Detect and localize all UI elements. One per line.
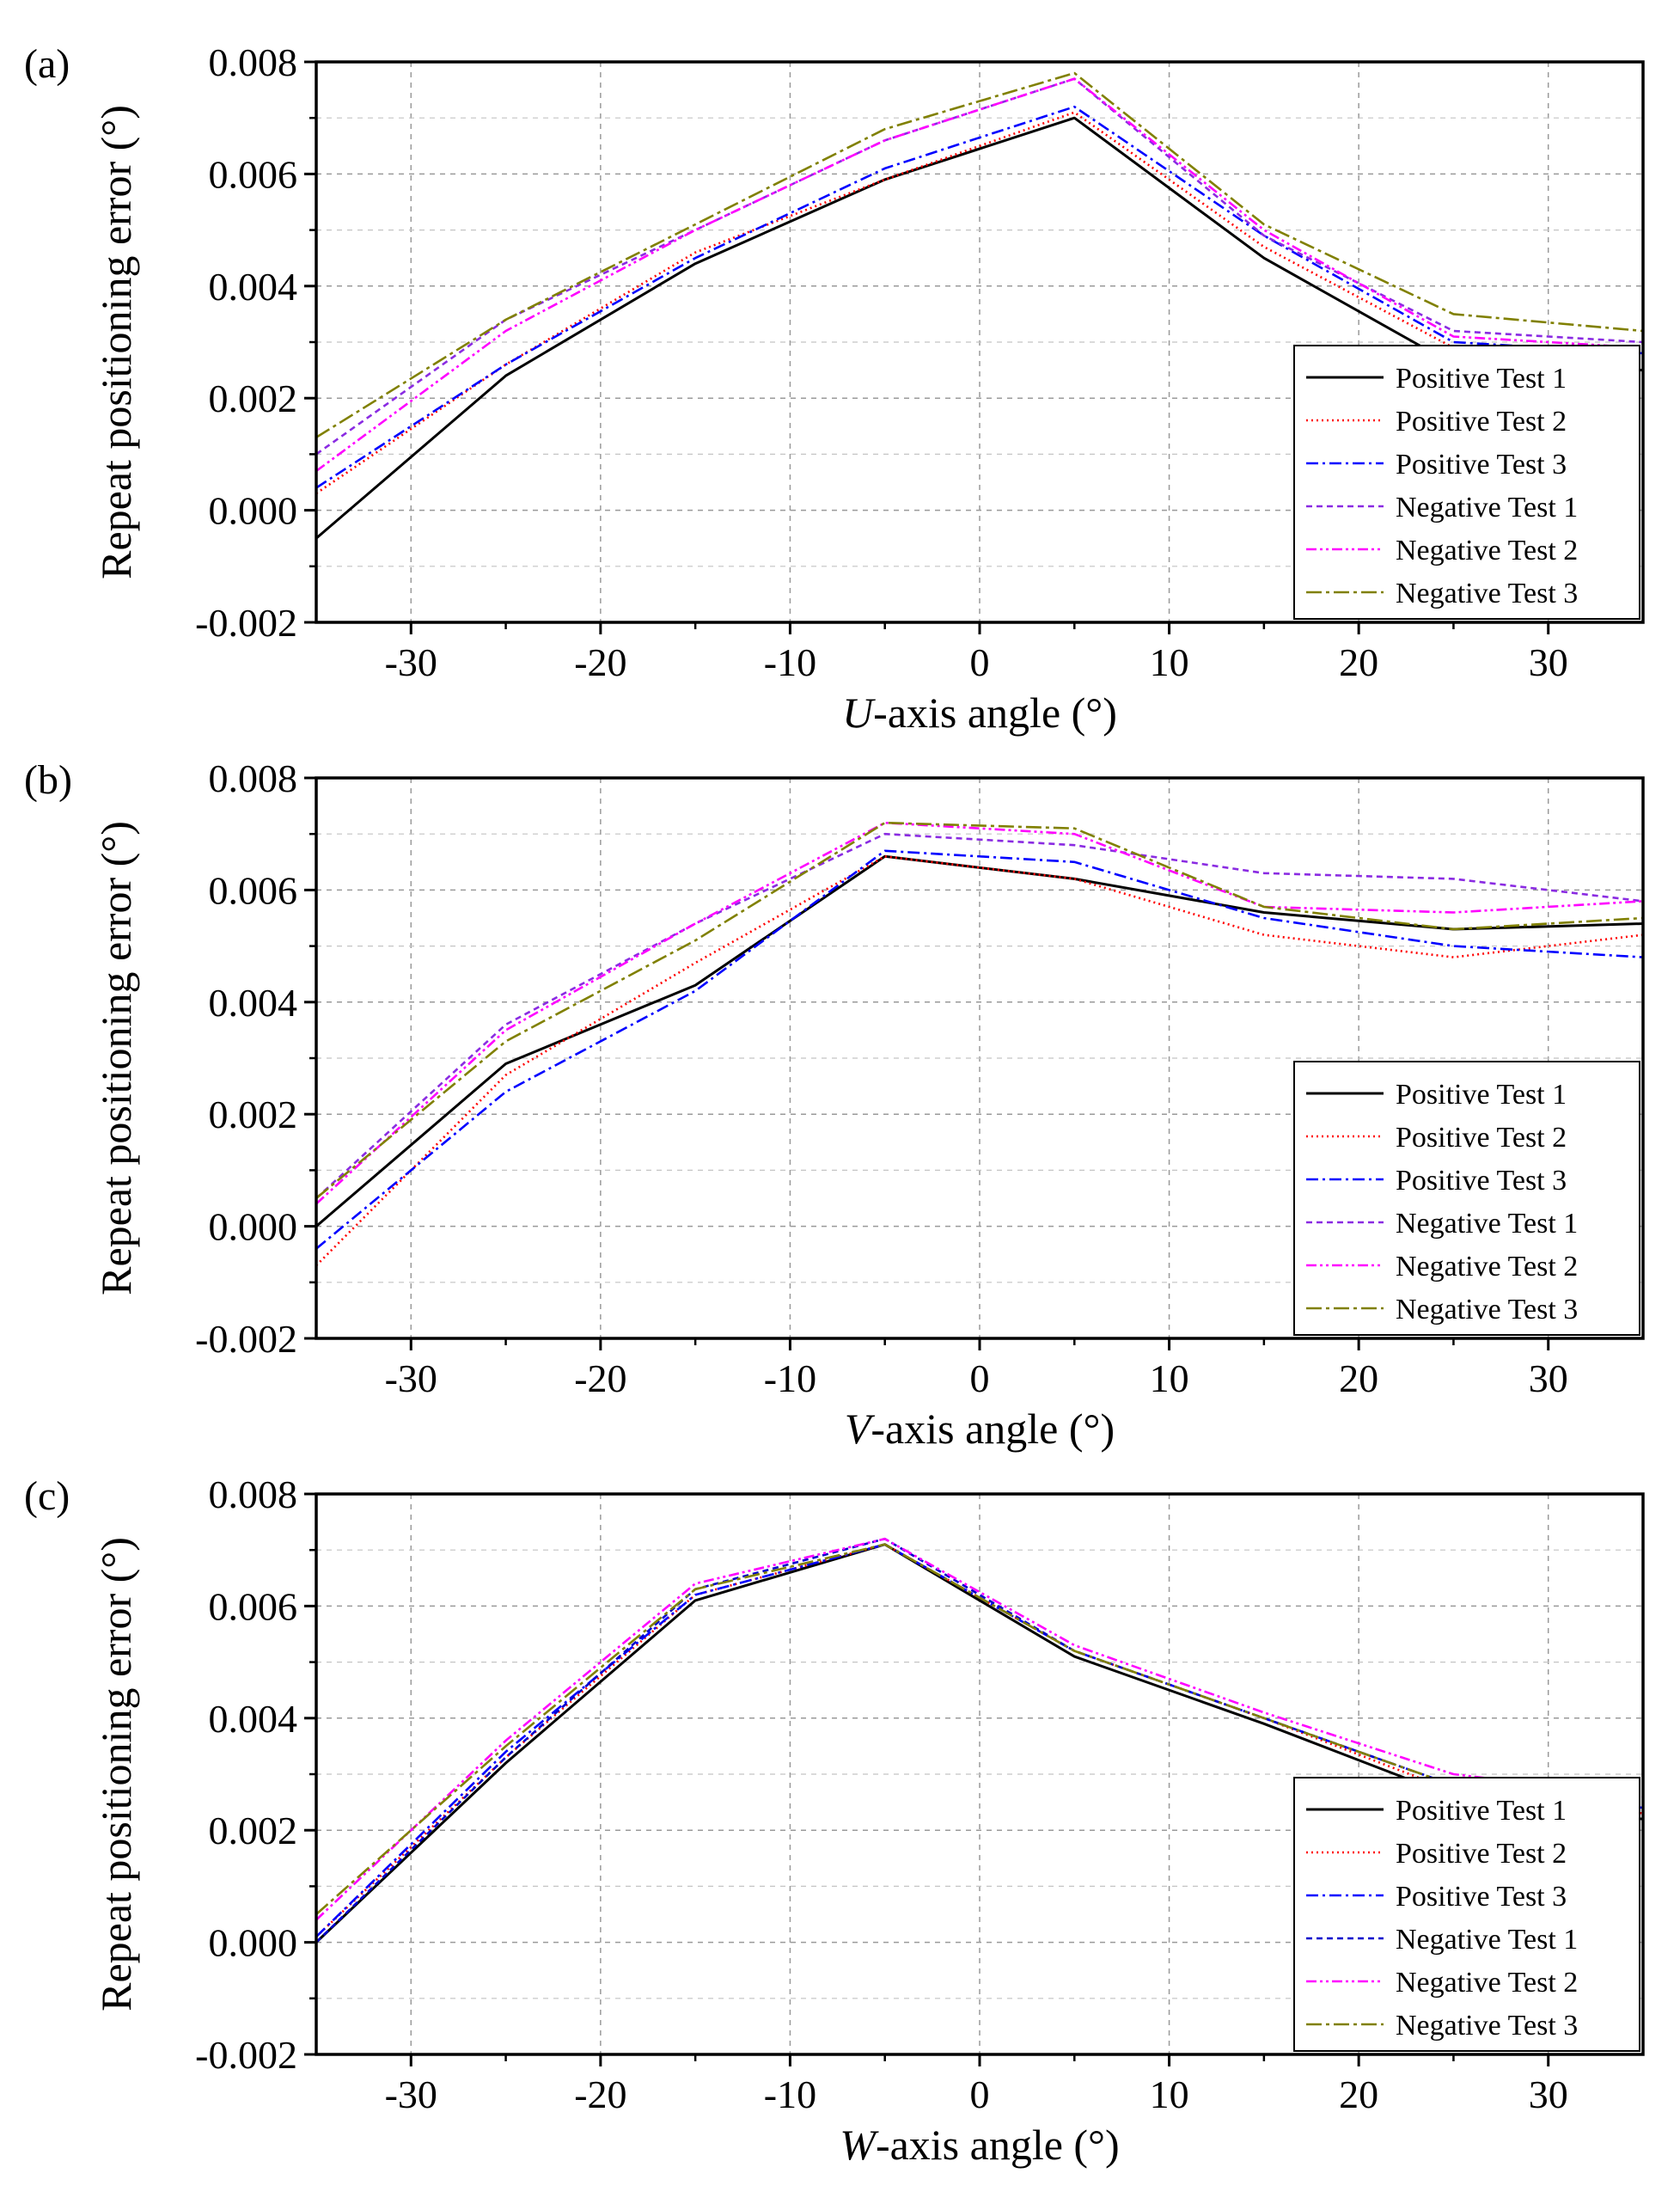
legend-label: Negative Test 1 <box>1396 1924 1578 1956</box>
x-tick-label: 0 <box>970 2072 990 2116</box>
y-tick-label: 0.002 <box>209 1093 298 1136</box>
y-tick-label: 0.008 <box>209 40 298 84</box>
series-line-positive-test-3 <box>316 105 1643 489</box>
legend-label: Negative Test 3 <box>1396 1294 1578 1325</box>
x-tick-label: 30 <box>1529 1356 1568 1400</box>
x-tick-label: 20 <box>1339 2072 1378 2116</box>
x-tick-label: -10 <box>764 640 816 684</box>
y-axis-title: Repeat positioning error (°) <box>92 105 140 579</box>
chart-panel-a: -30 -20 -10 0 10 20 30 -0.002 0.000 0.002 0.004 0.0… <box>24 40 1645 737</box>
legend-label: Positive Test 1 <box>1396 1795 1567 1827</box>
legend-label: Negative Test 2 <box>1396 535 1578 566</box>
x-tick-label: 0 <box>970 640 990 684</box>
x-tick-label: -20 <box>574 640 626 684</box>
legend: Positive Test 1 Positive Test 2 Positive T… <box>1293 345 1640 620</box>
legend-label: Positive Test 1 <box>1396 1079 1567 1111</box>
series-line-negative-test-3 <box>316 821 1643 1200</box>
x-axis-title: U-axis angle (°) <box>842 689 1117 737</box>
legend: Positive Test 1 Positive Test 2 Positive T… <box>1293 1777 1640 2052</box>
x-tick-label: 30 <box>1529 2072 1568 2116</box>
x-tick-label: 30 <box>1529 640 1568 684</box>
legend-box <box>1293 1061 1640 1336</box>
y-tick-label: 0.000 <box>209 1205 298 1249</box>
legend-label: Positive Test 2 <box>1396 406 1567 438</box>
legend: Positive Test 1 Positive Test 2 Positive T… <box>1293 1061 1640 1336</box>
x-tick-label: -20 <box>574 1356 626 1400</box>
series-line-negative-test-2 <box>316 77 1643 473</box>
x-axis-unit: -axis angle (°) <box>873 689 1117 737</box>
y-tick-label: -0.002 <box>195 2033 297 2077</box>
panel-label: (b) <box>24 757 72 803</box>
y-tick-label: 0.004 <box>209 981 298 1025</box>
panel-label: (c) <box>24 1473 70 1519</box>
x-tick-label: -30 <box>385 640 437 684</box>
legend-label: Negative Test 3 <box>1396 2010 1578 2042</box>
y-tick-label: 0.004 <box>209 265 298 309</box>
x-axis-variable: U <box>842 689 876 737</box>
y-tick-label: 0.000 <box>209 489 298 533</box>
legend-label: Positive Test 2 <box>1396 1838 1567 1870</box>
x-axis-unit: -axis angle (°) <box>871 1405 1115 1453</box>
y-tick-label: 0.006 <box>209 1584 298 1628</box>
x-axis-variable: V <box>845 1405 876 1453</box>
legend-label: Negative Test 1 <box>1396 492 1578 523</box>
x-axis-title: W-axis angle (°) <box>840 2121 1119 2169</box>
legend-label: Positive Test 3 <box>1396 1165 1567 1197</box>
y-tick-label: 0.004 <box>209 1697 298 1741</box>
x-tick-label: -20 <box>574 2072 626 2116</box>
x-tick-label: -10 <box>764 2072 816 2116</box>
y-tick-label: -0.002 <box>195 601 297 645</box>
x-tick-label: -10 <box>764 1356 816 1400</box>
ticks <box>304 1492 1550 2066</box>
x-tick-label: 10 <box>1150 1356 1189 1400</box>
legend-label: Positive Test 3 <box>1396 449 1567 481</box>
panel-label: (a) <box>24 41 70 87</box>
x-tick-label: 0 <box>970 1356 990 1400</box>
series-line-positive-test-3 <box>316 849 1643 1250</box>
legend-label: Positive Test 2 <box>1396 1122 1567 1154</box>
chart-panel-b: -30 -20 -10 0 10 20 30 -0.002 0.000 0.002 0.004 0.0… <box>24 756 1645 1453</box>
legend-label: Negative Test 2 <box>1396 1967 1578 1999</box>
x-tick-label: -30 <box>385 2072 437 2116</box>
y-tick-label: 0.008 <box>209 756 298 800</box>
series-line-negative-test-3 <box>316 71 1643 438</box>
x-tick-label: 10 <box>1150 2072 1189 2116</box>
y-axis-title: Repeat positioning error (°) <box>92 1537 140 2011</box>
ticks <box>304 776 1550 1350</box>
series-group <box>316 821 1643 1267</box>
x-axis-title: V-axis angle (°) <box>845 1405 1115 1453</box>
x-axis-variable: W <box>840 2121 879 2169</box>
legend-label: Negative Test 3 <box>1396 578 1578 609</box>
y-axis-title: Repeat positioning error (°) <box>92 821 140 1295</box>
legend-box <box>1293 345 1640 620</box>
x-tick-label: 20 <box>1339 640 1378 684</box>
legend-label: Negative Test 1 <box>1396 1208 1578 1240</box>
y-tick-label: 0.002 <box>209 376 298 420</box>
x-tick-label: 10 <box>1150 640 1189 684</box>
series-line-positive-test-2 <box>316 111 1643 495</box>
y-tick-label: 0.006 <box>209 868 298 912</box>
chart-panel-c: -30 -20 -10 0 10 20 30 -0.002 0.000 0.002 0.004 0.0… <box>24 1472 1645 2169</box>
y-tick-label: 0.002 <box>209 1809 298 1852</box>
x-axis-unit: -axis angle (°) <box>876 2121 1120 2169</box>
series-line-negative-test-1 <box>316 77 1643 456</box>
series-line-positive-test-2 <box>316 854 1643 1267</box>
series-line-negative-test-2 <box>316 821 1643 1205</box>
y-tick-label: -0.002 <box>195 1317 297 1361</box>
legend-label: Negative Test 2 <box>1396 1251 1578 1283</box>
x-tick-label: 20 <box>1339 1356 1378 1400</box>
ticks <box>304 60 1550 634</box>
y-tick-label: 0.000 <box>209 1921 298 1965</box>
legend-box <box>1293 1777 1640 2052</box>
series-line-negative-test-1 <box>316 832 1643 1199</box>
series-line-negative-test-3 <box>316 1543 1643 1915</box>
y-tick-label: 0.006 <box>209 152 298 196</box>
y-tick-label: 0.008 <box>209 1472 298 1516</box>
legend-label: Positive Test 1 <box>1396 363 1567 395</box>
legend-label: Positive Test 3 <box>1396 1881 1567 1913</box>
x-tick-label: -30 <box>385 1356 437 1400</box>
